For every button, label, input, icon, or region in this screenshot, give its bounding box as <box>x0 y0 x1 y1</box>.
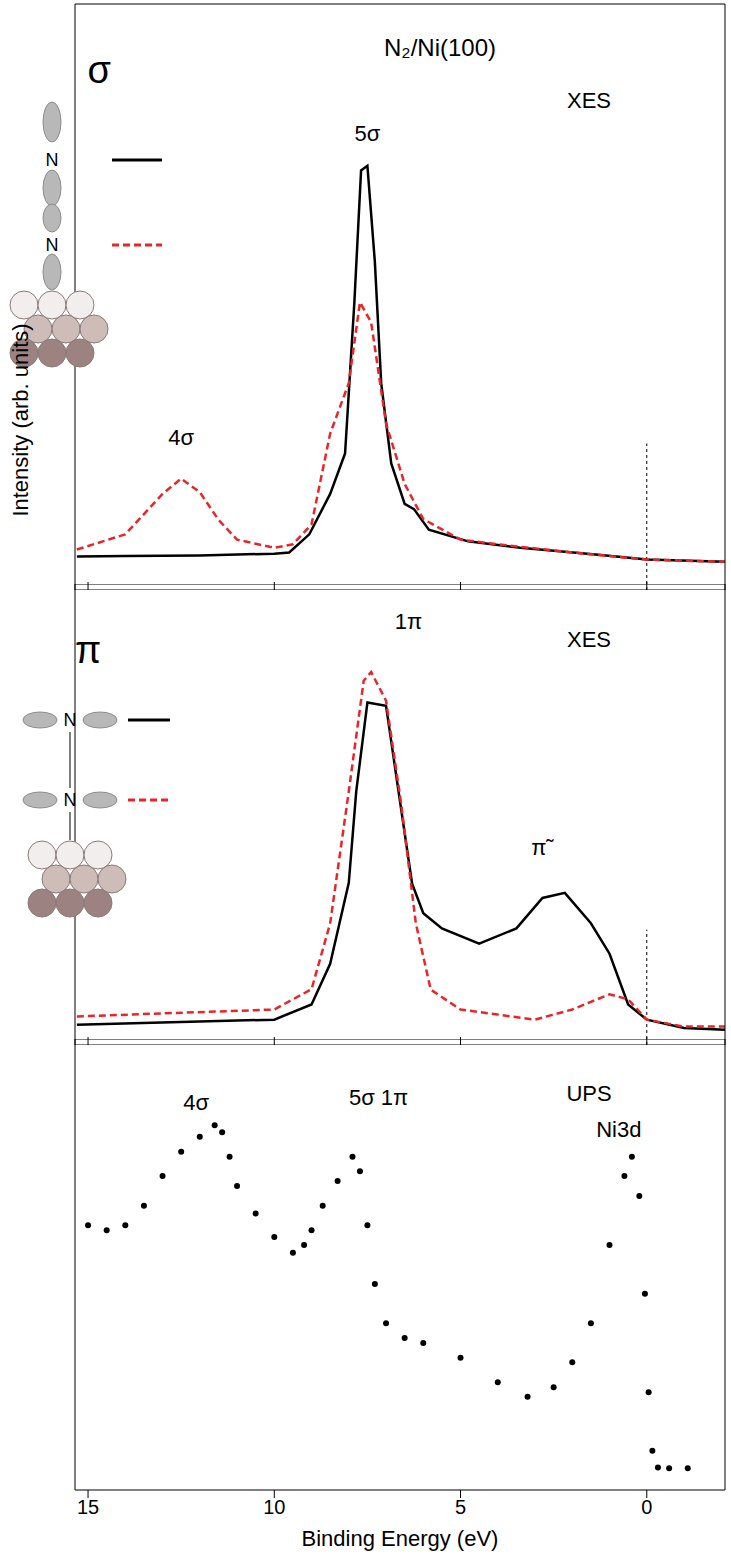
svg-text:π̃: π̃ <box>531 835 554 860</box>
svg-text:15: 15 <box>77 1496 99 1518</box>
svg-text:UPS: UPS <box>566 1081 611 1106</box>
svg-text:N: N <box>64 790 77 810</box>
svg-text:0: 0 <box>641 1496 652 1518</box>
svg-text:1π: 1π <box>395 609 422 634</box>
svg-text:XES: XES <box>567 88 611 113</box>
svg-text:5σ: 5σ <box>354 121 380 146</box>
svg-text:5σ 1π: 5σ 1π <box>349 1085 408 1110</box>
svg-text:N: N <box>46 235 59 255</box>
svg-text:σ: σ <box>87 49 110 91</box>
svg-text:Ni3d: Ni3d <box>596 1117 641 1142</box>
svg-text:N: N <box>46 150 59 170</box>
svg-text:4σ: 4σ <box>168 425 194 450</box>
svg-text:Intensity (arb. units): Intensity (arb. units) <box>8 323 33 516</box>
html-text:Binding Energy (eV): Binding Energy (eV) <box>301 1526 499 1551</box>
svg-text:5: 5 <box>455 1496 466 1518</box>
svg-text:10: 10 <box>263 1496 285 1518</box>
html-text:N₂/Ni(100): N₂/Ni(100) <box>384 34 496 61</box>
svg-text:N: N <box>64 710 77 730</box>
svg-text:XES: XES <box>567 627 611 652</box>
svg-text:4σ: 4σ <box>183 1090 209 1115</box>
svg-text:π: π <box>75 629 101 671</box>
